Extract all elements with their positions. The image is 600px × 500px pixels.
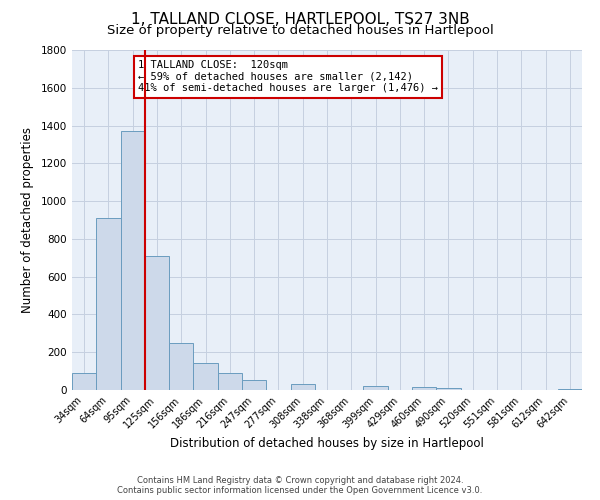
Text: 1 TALLAND CLOSE:  120sqm
← 59% of detached houses are smaller (2,142)
41% of sem: 1 TALLAND CLOSE: 120sqm ← 59% of detache… [139, 60, 438, 94]
Bar [169, 343, 193, 390]
Bar [412, 387, 436, 390]
X-axis label: Distribution of detached houses by size in Hartlepool: Distribution of detached houses by size … [170, 437, 484, 450]
Bar [436, 388, 461, 390]
Bar [193, 362, 218, 390]
Bar [145, 256, 169, 390]
Y-axis label: Number of detached properties: Number of detached properties [21, 127, 34, 313]
Bar [290, 384, 315, 390]
Bar [218, 373, 242, 390]
Bar [121, 131, 145, 390]
Text: 1, TALLAND CLOSE, HARTLEPOOL, TS27 3NB: 1, TALLAND CLOSE, HARTLEPOOL, TS27 3NB [131, 12, 469, 28]
Text: Size of property relative to detached houses in Hartlepool: Size of property relative to detached ho… [107, 24, 493, 37]
Bar [242, 380, 266, 390]
Bar [72, 373, 96, 390]
Text: Contains HM Land Registry data © Crown copyright and database right 2024.
Contai: Contains HM Land Registry data © Crown c… [118, 476, 482, 495]
Bar [364, 386, 388, 390]
Bar [96, 218, 121, 390]
Bar [558, 389, 582, 390]
